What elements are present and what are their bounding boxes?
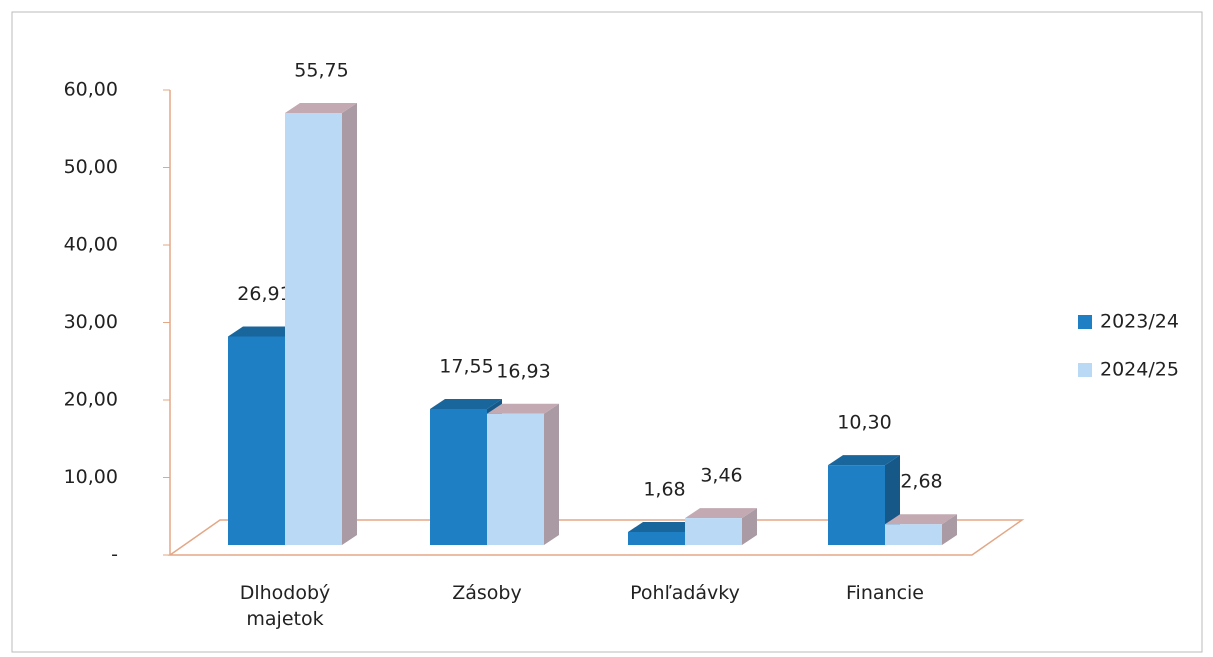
- bar-top: [228, 326, 300, 337]
- x-tick-label: Financie: [846, 582, 924, 604]
- bar-front: [628, 531, 685, 545]
- bar: [285, 102, 357, 545]
- bar: [685, 508, 757, 545]
- chart-border: [11, 11, 1203, 653]
- bar-top: [885, 514, 957, 525]
- bar-top: [430, 398, 502, 409]
- legend-label: 2023/24: [1100, 311, 1179, 333]
- x-tick-label: Dlhodobý majetok: [239, 582, 331, 630]
- value-label: 3,46: [700, 465, 742, 487]
- bar-front: [828, 465, 885, 545]
- value-label: 17,55: [439, 355, 493, 377]
- bar-top: [685, 508, 757, 519]
- bar-front: [885, 524, 942, 545]
- bar-side: [942, 514, 957, 545]
- value-label: 16,93: [496, 360, 550, 382]
- bar: [828, 455, 900, 545]
- bar-top: [487, 403, 559, 414]
- legend-label: 2024/25: [1100, 359, 1179, 381]
- floor: [167, 519, 1025, 556]
- y-tick-label: 10,00: [64, 466, 118, 488]
- x-tick-label: Zásoby: [452, 582, 522, 604]
- bar-front: [487, 413, 544, 545]
- y-tick-label: 40,00: [64, 234, 118, 256]
- bar-top: [628, 521, 700, 532]
- bar: [885, 514, 957, 545]
- value-label: 2,68: [900, 471, 942, 493]
- y-tick-label: 50,00: [64, 156, 118, 178]
- bar-side: [544, 403, 559, 545]
- value-label: 26,91: [237, 283, 291, 305]
- y-tick-label: 20,00: [64, 389, 118, 411]
- bar: [487, 403, 559, 545]
- value-label: 55,75: [294, 59, 348, 81]
- y-tick-label: -: [111, 544, 118, 566]
- bar-side: [342, 102, 357, 545]
- legend-swatch: [1078, 315, 1092, 329]
- y-tick-label: 60,00: [64, 79, 118, 101]
- bar-side: [742, 508, 757, 545]
- bar-front: [685, 518, 742, 545]
- value-label: 10,30: [837, 412, 891, 434]
- bar-top: [828, 455, 900, 466]
- x-tick-label: Pohľadávky: [630, 582, 740, 604]
- bar-top: [285, 102, 357, 113]
- y-tick-label: 30,00: [64, 311, 118, 333]
- legend-swatch: [1078, 363, 1092, 377]
- bar-front: [430, 408, 487, 545]
- bar-front: [228, 336, 285, 545]
- bar-front: [285, 112, 342, 545]
- value-label: 1,68: [643, 478, 685, 500]
